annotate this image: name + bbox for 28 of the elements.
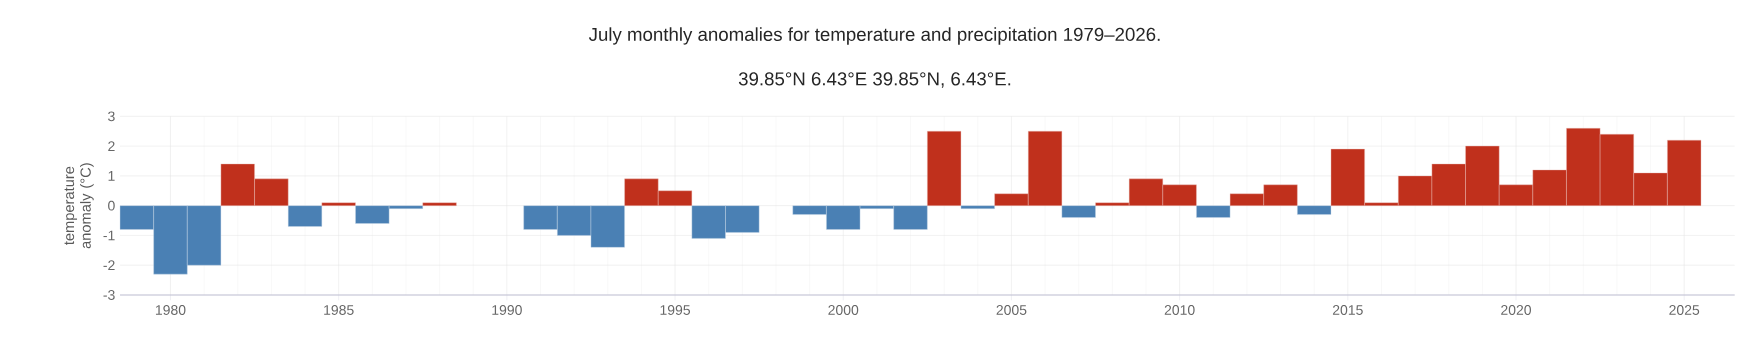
bar: [321, 202, 356, 206]
x-tick-label: 1995: [660, 305, 691, 315]
x-tick-label: 2015: [1332, 305, 1363, 315]
y-axis-title: temperature anomaly (°C): [64, 163, 94, 249]
bar: [1061, 205, 1096, 218]
bar: [1196, 205, 1231, 218]
x-tick-label: 1990: [492, 305, 522, 315]
bar: [927, 131, 962, 206]
bar: [1297, 205, 1332, 215]
y-tick-label: -2: [103, 260, 115, 271]
y-tick-label: 0: [108, 200, 115, 211]
y-tick-label: -3: [103, 290, 115, 300]
chart-title: July monthly anomalies for temperature and precipitation 1979–2026.: [588, 27, 1160, 45]
bar: [288, 205, 323, 227]
bar: [422, 202, 457, 206]
x-tick-label: 2020: [1501, 305, 1532, 315]
y-tick-label: 3: [108, 111, 115, 122]
x-tick-label: 1980: [155, 305, 186, 315]
chart-subtitle: 39.85°N 6.43°E 39.85°N, 6.43°E.: [738, 72, 1011, 88]
y-tick-label: -1: [103, 230, 115, 241]
y-tick-label: 1: [108, 171, 115, 181]
x-tick-label: 2010: [1164, 305, 1195, 315]
x-tick-label: 1985: [324, 305, 354, 315]
x-tick-label: 2000: [828, 305, 859, 315]
x-tick-label: 2005: [996, 305, 1027, 315]
bar: [960, 205, 995, 209]
y-tick-label: 2: [108, 141, 115, 151]
x-tick-label: 2025: [1669, 305, 1700, 315]
